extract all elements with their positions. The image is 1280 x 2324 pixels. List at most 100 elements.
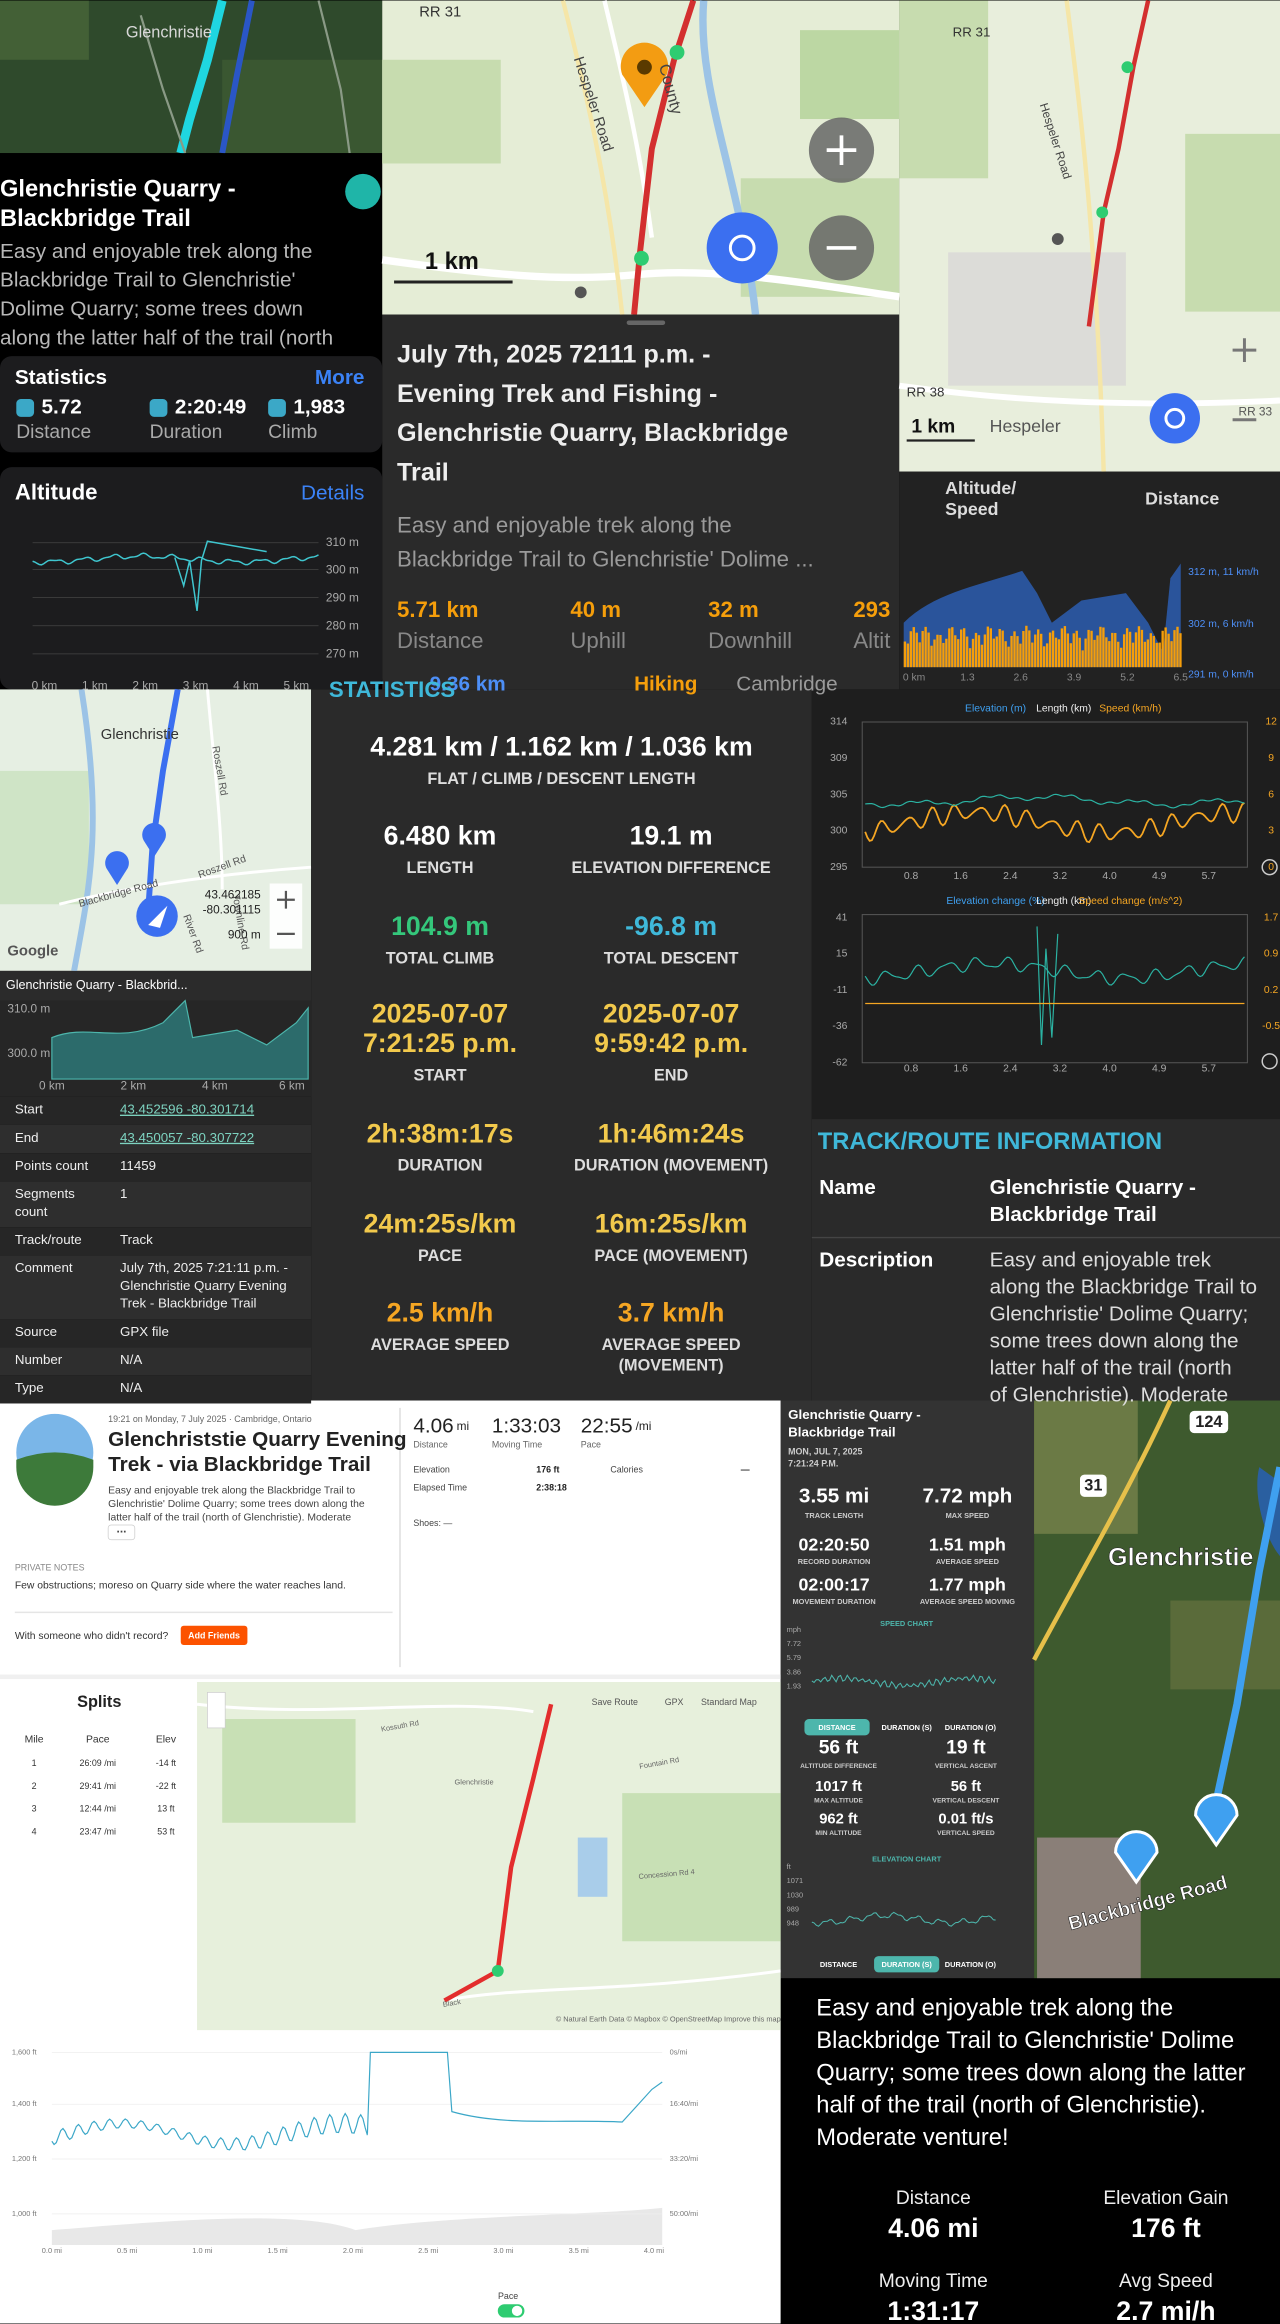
satellite-map (1032, 1399, 1173, 1661)
speed-bar (1087, 629, 1090, 668)
panel-a-description: Blackbridge Trail to Glenchristie' (0, 269, 296, 292)
panel-g-map-buttons[interactable]: GPX (665, 1697, 684, 1707)
panel-a-x-ticks: 1 km (82, 679, 108, 693)
stats-card (0, 356, 383, 453)
panel-f-chart1-y2ticks: 0 (1268, 862, 1274, 873)
speed-bar (1054, 637, 1058, 668)
speed-bar (1108, 641, 1111, 668)
panel-f-chart2-yticks: -11 (833, 985, 847, 996)
info-table-value: N/A (120, 1380, 142, 1395)
zoom-in[interactable] (1232, 338, 1257, 362)
info-table-value: Track (120, 1232, 153, 1247)
panel-g-add-friends[interactable]: Add Friends (188, 1630, 240, 1640)
panel-g-map-buttons[interactable]: Standard Map (701, 1697, 757, 1707)
active-tab[interactable] (804, 1719, 870, 1736)
avatar (345, 173, 381, 210)
stats-label: Distance (896, 2188, 971, 2209)
more-button[interactable] (107, 1524, 136, 1541)
panel-g-more[interactable]: ... (117, 1522, 127, 1536)
zoom-in[interactable] (808, 117, 875, 183)
panel-f-description-value: Easy and enjoyable trek (990, 1249, 1212, 1272)
bottom-tab[interactable]: DURATION (O) (945, 1960, 997, 1969)
pace-toggle[interactable] (511, 2305, 523, 2317)
panel-g-chart-yticks: 1,200 ft (12, 2154, 37, 2163)
bottom-tab[interactable]: DISTANCE (820, 1960, 857, 1969)
map-g (577, 1837, 608, 1897)
info-table-value[interactable]: 43.452596 -80.301714 (120, 1102, 255, 1117)
navigation-button[interactable] (136, 895, 178, 937)
speed-bar (948, 628, 951, 668)
map-a (219, 0, 255, 154)
panel-g-chart-yticks: 1,400 ft (12, 2099, 37, 2108)
map-d (145, 688, 181, 912)
map-g (491, 1964, 504, 1977)
bottom-tab[interactable]: DURATION (S) (881, 1960, 932, 1969)
panel-a-description: along the latter half of the trail (nort… (0, 327, 333, 350)
speed-bar (971, 638, 975, 668)
map-c (899, 0, 989, 179)
chart-zoom[interactable] (1261, 1053, 1278, 1070)
location-button[interactable] (1149, 393, 1200, 444)
map-d (0, 770, 89, 905)
stats-label: Altit (853, 628, 891, 653)
panel-g-notes-heading: PRIVATE NOTES (15, 1562, 85, 1572)
navigation-button[interactable] (148, 905, 168, 928)
collage: Glenchristie Glenchristie Quarry - Blackbr… (0, 4, 1280, 2324)
items-label: ELEVATION DIFFERENCE (571, 859, 770, 877)
speed-bar (939, 634, 942, 668)
zoom-in[interactable] (826, 135, 857, 165)
location-button[interactable] (706, 212, 778, 284)
panel-a-more[interactable]: More (315, 366, 365, 389)
info-table-value: GPX file (120, 1324, 169, 1339)
panel-h-elevation-ticks: 948 (787, 1918, 799, 1927)
panel-h-elevation-ticks: ft (787, 1862, 791, 1871)
pace-toggle[interactable] (497, 2304, 525, 2318)
items-value: 19.1 m (630, 821, 713, 851)
panel-i-road: 124 (1195, 1413, 1222, 1431)
active-tab[interactable] (874, 1956, 940, 1973)
info-table-value[interactable]: 43.450057 -80.307722 (120, 1130, 254, 1145)
panel-h-tabs[interactable]: DURATION (S) (881, 1723, 932, 1732)
add-friends-button[interactable] (180, 1625, 248, 1645)
items-label: LENGTH (407, 859, 474, 877)
pace-chart (51, 2052, 663, 2245)
panel-f-chart2-y2ticks: -0.5 (1262, 1021, 1280, 1032)
panel-h-speed-ticks: mph (787, 1625, 801, 1634)
location-button[interactable] (1164, 407, 1186, 429)
zoom-in[interactable] (1232, 338, 1257, 362)
map-zoom[interactable] (277, 890, 295, 935)
panel-d-y-ticks: 300.0 m (7, 1046, 50, 1060)
stats-value: 5.72 (41, 395, 81, 418)
panel-g-map-labels: Black (442, 1997, 462, 2009)
panel-a-details[interactable]: Details (301, 481, 364, 504)
location-button[interactable] (1149, 393, 1200, 444)
panel-g-with-someone: With someone who didn't record? (15, 1631, 169, 1642)
map-zoom[interactable] (269, 883, 303, 949)
chart-zoom[interactable] (1261, 859, 1278, 1070)
panel-d-coords: 43.462185 (205, 887, 261, 901)
map-a (176, 0, 227, 155)
speed-trace (864, 802, 1245, 844)
speed-bar (1093, 639, 1096, 668)
panel-a-x-ticks: 0 km (32, 679, 58, 693)
location-button[interactable] (728, 234, 756, 262)
satellite-map (1032, 1399, 1280, 1979)
panel-g-map-buttons[interactable]: Save Route (592, 1697, 638, 1707)
panel-h-tabs[interactable]: DISTANCE (818, 1723, 855, 1732)
stats-label: Avg Speed (1119, 2271, 1213, 2292)
zoom-out[interactable] (808, 215, 875, 281)
speed-bar (936, 634, 939, 668)
elevation-stats-label: VERTICAL SPEED (937, 1830, 995, 1837)
panel-b-distance2: 9.36 km (430, 672, 506, 695)
panel-h-date: 7:21:24 P.M. (788, 1459, 838, 1469)
chart-zoom[interactable] (1261, 859, 1278, 876)
panel-a-y-ticks: 280 m (326, 618, 359, 632)
panel-g-title: Glenchriststie Quarry Evening (108, 1428, 406, 1451)
map-a (222, 59, 383, 154)
panel-h-tabs[interactable]: DURATION (O) (945, 1723, 997, 1732)
panel-b-scale: 1 km (425, 249, 479, 275)
location-button[interactable] (706, 212, 778, 284)
items-label: START (413, 1066, 466, 1084)
add-friends-button[interactable] (180, 1625, 248, 1645)
speed-bar (1149, 633, 1152, 668)
